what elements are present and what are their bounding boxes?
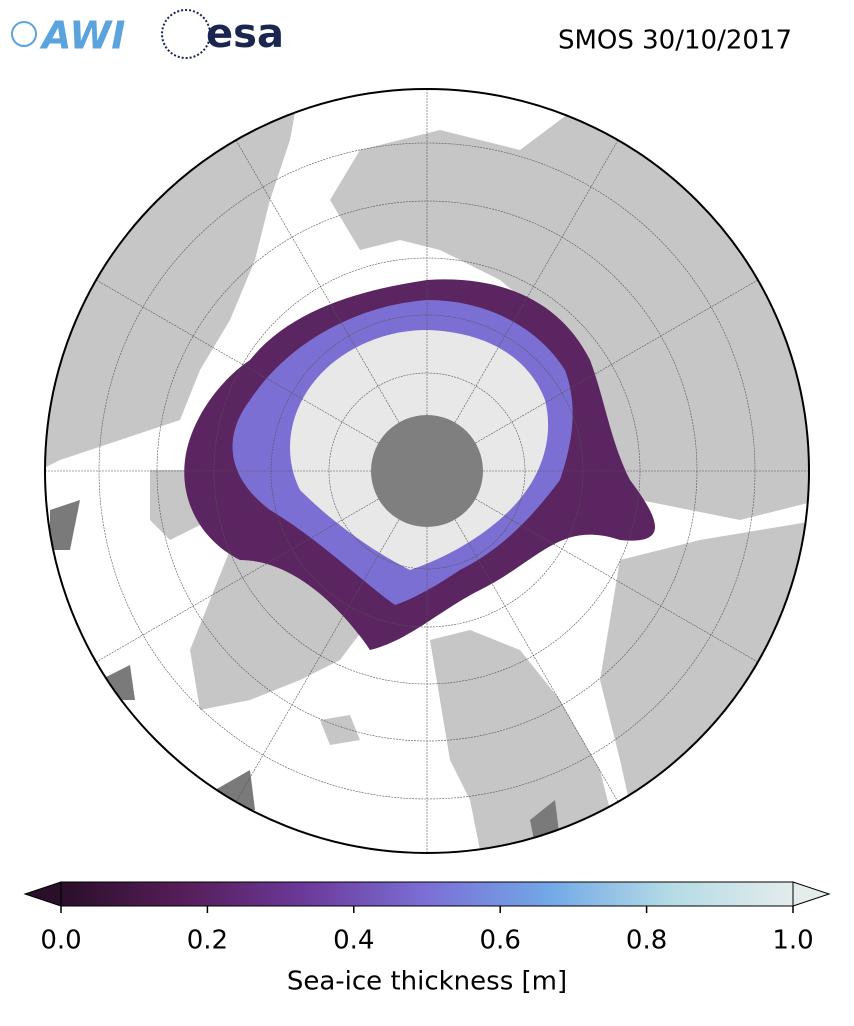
colorbar-extend-high (792, 881, 831, 907)
colorbar-tick-label: 0.4 (333, 926, 374, 956)
awi-logo: AWI (39, 14, 125, 58)
esa-emblem (161, 9, 211, 59)
logos: AWI esa (11, 9, 284, 59)
colorbar-tick-label: 0.2 (187, 926, 228, 956)
colorbar-label: Sea-ice thickness [m] (287, 967, 567, 997)
map-title: SMOS 30/10/2017 (558, 26, 792, 56)
colorbar-tick-label: 0.8 (626, 926, 667, 956)
awi-emblem (11, 21, 37, 47)
colorbar-tick-label: 1.0 (772, 926, 813, 956)
colorbar-tick-label: 0.0 (40, 926, 81, 956)
colorbar-body (60, 881, 794, 907)
no-data (50, 500, 560, 845)
pole-hole (371, 415, 483, 527)
colorbar-extend-low (23, 881, 62, 907)
map-border (44, 88, 810, 854)
colorbar: 0.0 0.2 0.4 0.6 0.8 1.0 (23, 881, 831, 956)
esa-logo: esa (206, 11, 284, 57)
colorbar-tick-label: 0.6 (480, 926, 521, 956)
